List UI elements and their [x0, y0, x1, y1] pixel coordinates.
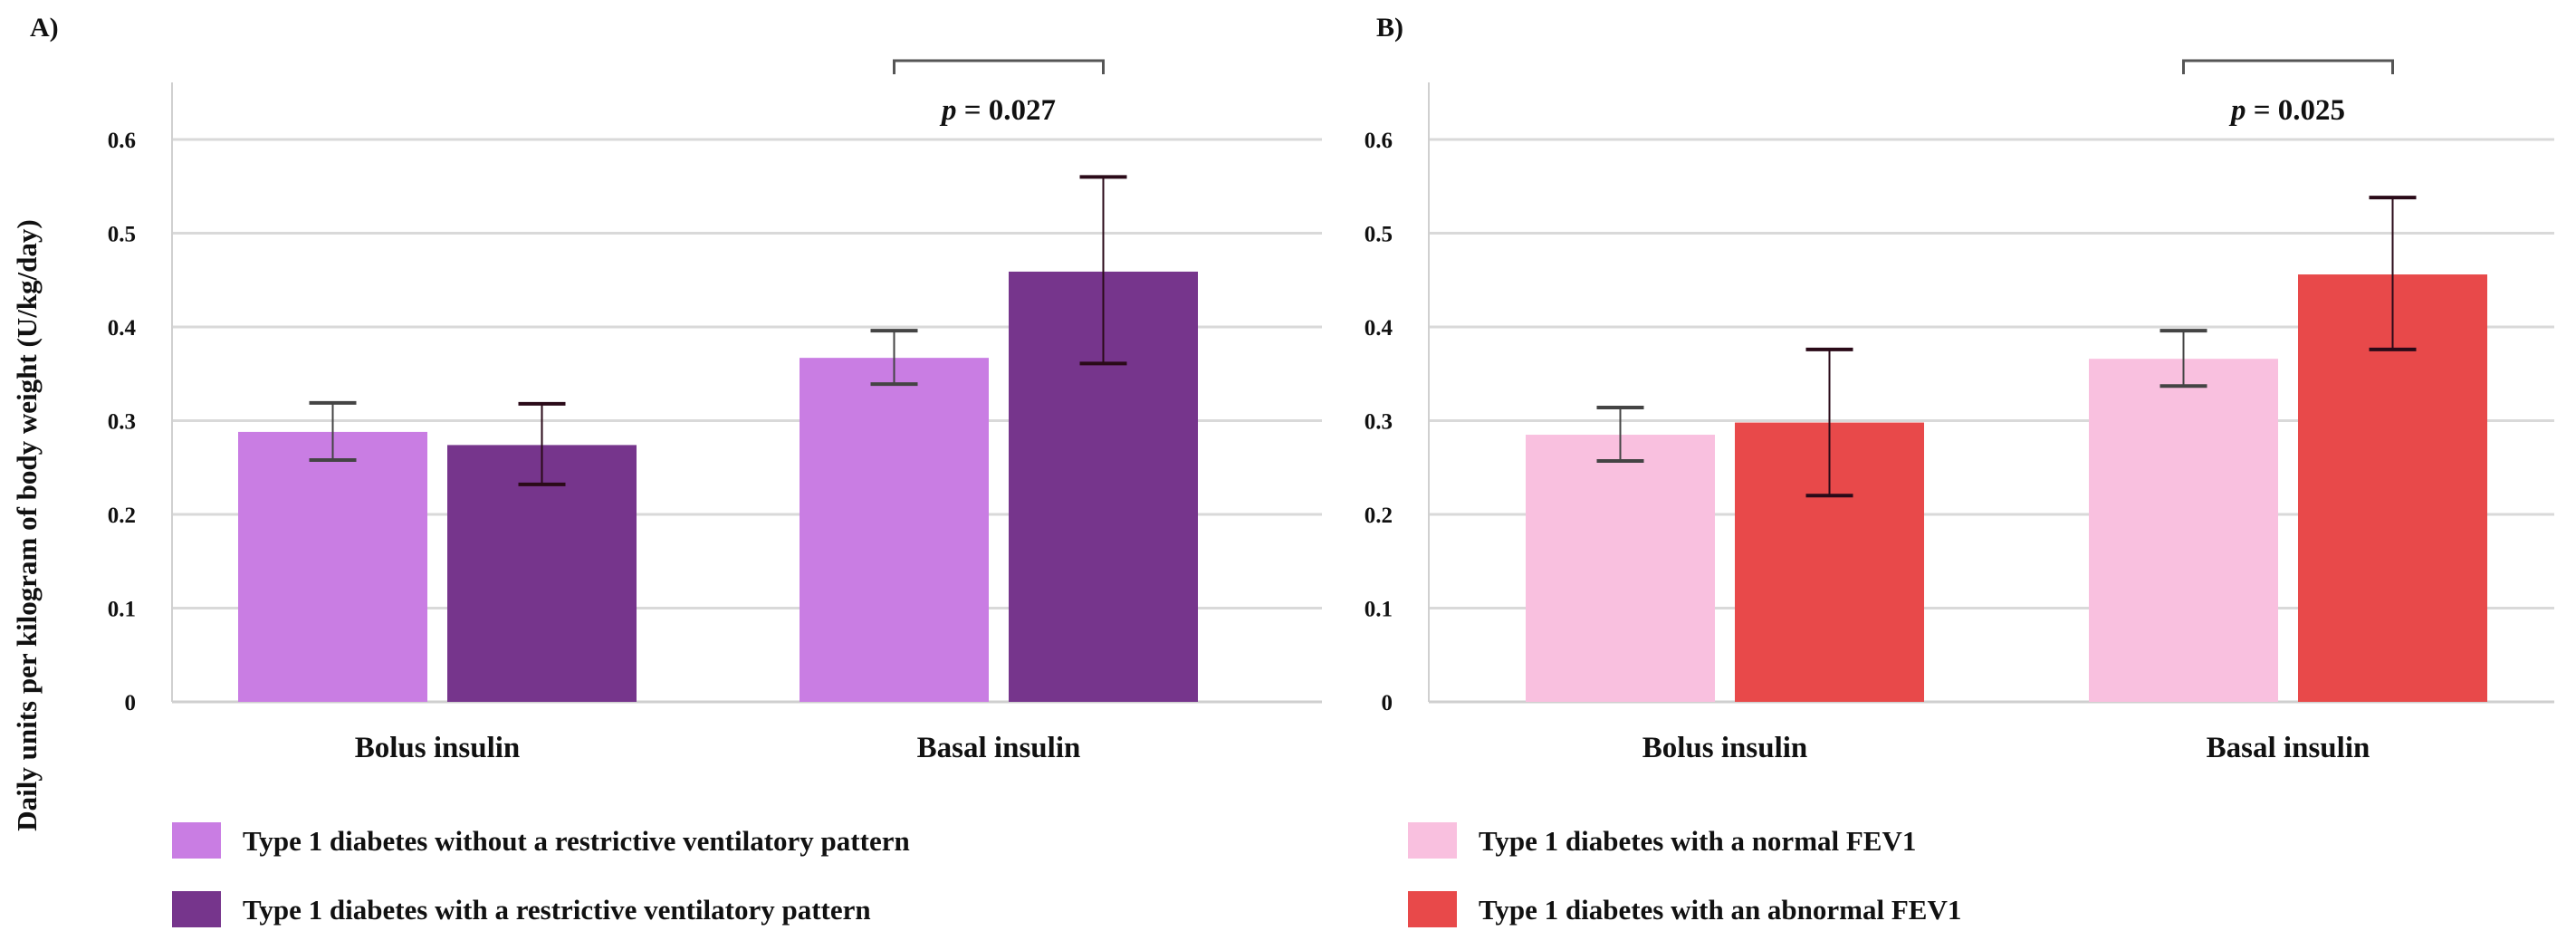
y-tick-label: 0.5 [1365, 223, 1393, 247]
y-tick-label: 0.2 [108, 504, 136, 528]
x-category-label: Bolus insulin [355, 732, 521, 764]
y-tick-label: 0 [1382, 691, 1393, 715]
legend-label: Type 1 diabetes with an abnormal FEV1 [1479, 894, 1961, 926]
bar-0-0 [238, 431, 427, 702]
legend-swatch [1408, 891, 1457, 927]
legend-swatch [172, 891, 221, 927]
chart-panel-b: B) 0 0.1 0.2 0.3 0.4 0.5 0.6 Bolus insulin Basal … [1365, 13, 2554, 927]
bar-1-0 [2089, 359, 2278, 702]
legend-label: Type 1 diabetes with a normal FEV1 [1479, 825, 1916, 857]
y-tick-label: 0.3 [1365, 410, 1393, 435]
bar-0-0 [1526, 435, 1715, 702]
chart-panel-a: A) 0 0.1 0.2 0.3 0.4 0.5 0.6 Bolus insulin Basal … [30, 13, 1322, 927]
x-category-label: Basal insulin [917, 732, 1081, 764]
bar-1-0 [800, 358, 989, 702]
significance-bracket [893, 59, 1105, 74]
panel-label: A) [30, 13, 59, 43]
p-value-label: p = 0.027 [939, 94, 1056, 127]
y-axis-label: Daily units per kilogram of body weight … [11, 219, 43, 830]
legend-swatch [172, 822, 221, 859]
legend-label: Type 1 diabetes with a restrictive venti… [243, 894, 871, 926]
legend-label: Type 1 diabetes without a restrictive ve… [243, 825, 910, 857]
p-symbol: p [939, 94, 957, 127]
p-symbol: p [2228, 94, 2246, 127]
y-tick-label: 0.5 [108, 223, 136, 247]
x-category-label: Bolus insulin [1642, 732, 1808, 764]
y-tick-label: 0 [125, 691, 137, 715]
y-tick-label: 0.1 [108, 598, 136, 622]
y-tick-label: 0.2 [1365, 504, 1393, 528]
panel-label: B) [1376, 13, 1403, 43]
x-category-label: Basal insulin [2207, 732, 2370, 764]
y-tick-label: 0.6 [108, 129, 136, 153]
y-tick-label: 0.6 [1365, 129, 1393, 153]
legend-swatch [1408, 822, 1457, 859]
p-value: = 0.025 [2246, 94, 2345, 127]
y-tick-label: 0.4 [1365, 316, 1393, 341]
p-value: = 0.027 [956, 94, 1056, 127]
bar-0-1 [447, 445, 637, 702]
y-tick-label: 0.3 [108, 410, 136, 435]
y-tick-label: 0.4 [108, 316, 137, 341]
y-tick-label: 0.1 [1365, 598, 1393, 622]
significance-bracket [2182, 59, 2394, 74]
p-value-label: p = 0.025 [2228, 94, 2345, 127]
